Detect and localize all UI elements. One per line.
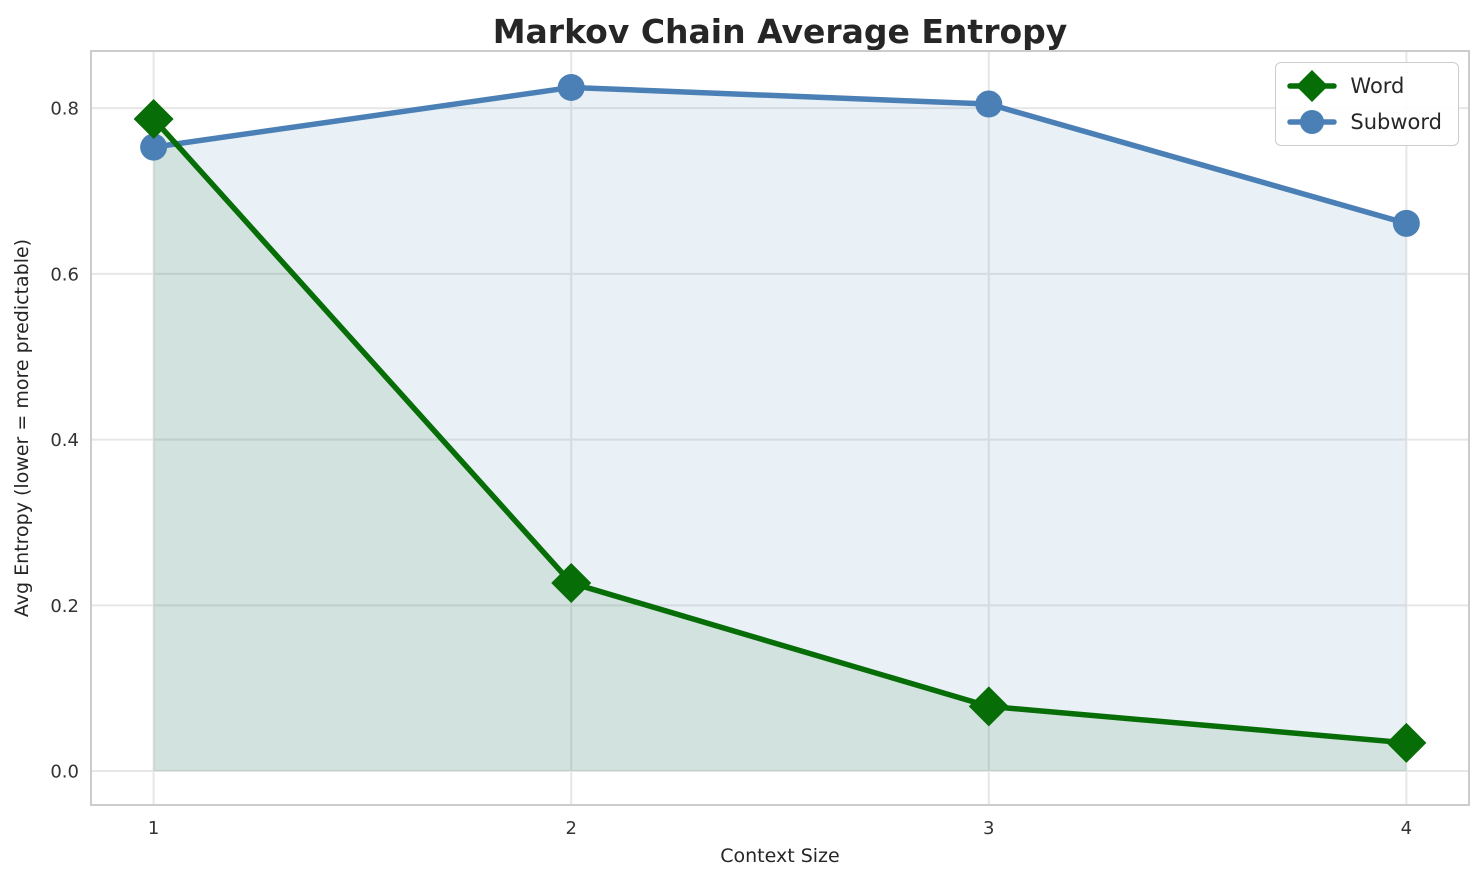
marker-circle bbox=[557, 73, 585, 101]
marker-diamond bbox=[1386, 722, 1427, 763]
legend-diamond-icon bbox=[1287, 70, 1338, 102]
x-tick-label: 4 bbox=[1401, 818, 1412, 839]
y-tick-label: 0.8 bbox=[50, 99, 79, 120]
area-fill-word bbox=[153, 118, 1407, 772]
legend: Word Subword bbox=[1275, 62, 1459, 146]
marker-circle bbox=[975, 90, 1003, 118]
marker-diamond bbox=[551, 562, 592, 603]
marker-diamond bbox=[133, 98, 174, 139]
marker-circle bbox=[1392, 209, 1420, 237]
legend-label: Subword bbox=[1350, 110, 1442, 134]
area-fill-subword bbox=[153, 87, 1407, 772]
x-tick-label: 2 bbox=[565, 818, 576, 839]
x-axis-label: Context Size bbox=[720, 845, 840, 867]
legend-label: Word bbox=[1350, 74, 1405, 98]
y-tick-label: 0.2 bbox=[50, 596, 79, 617]
x-tick-label: 1 bbox=[148, 818, 159, 839]
chart-title: Markov Chain Average Entropy bbox=[492, 12, 1068, 51]
y-tick-label: 0.4 bbox=[50, 430, 79, 451]
legend-item-subword: Subword bbox=[1286, 105, 1442, 139]
y-tick-label: 0.0 bbox=[50, 762, 79, 783]
marker-circle bbox=[140, 133, 168, 161]
legend-item-word: Word bbox=[1286, 69, 1442, 103]
y-axis-label: Avg Entropy (lower = more predictable) bbox=[11, 238, 33, 618]
line-subword bbox=[150, 84, 1410, 227]
legend-circle-icon bbox=[1287, 110, 1338, 134]
y-tick-label: 0.6 bbox=[50, 264, 79, 285]
x-tick-label: 3 bbox=[983, 818, 994, 839]
marker-diamond bbox=[968, 686, 1009, 727]
line-word bbox=[150, 116, 1410, 746]
plot-border bbox=[90, 50, 1470, 806]
